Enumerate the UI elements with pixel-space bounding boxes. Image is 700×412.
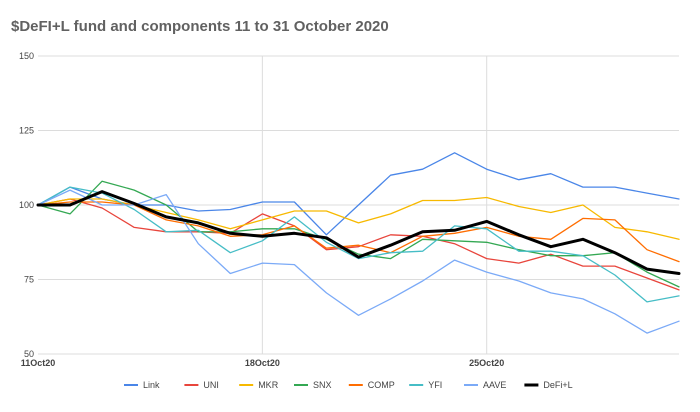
legend-label-link: Link <box>143 380 160 390</box>
legend-label-aave: AAVE <box>483 380 506 390</box>
series-line-snx <box>37 180 680 288</box>
y-tick-label-75: 75 <box>24 275 34 285</box>
legend-label-comp: COMP <box>368 380 395 390</box>
x-tick-label-25Oct20: 25Oct20 <box>469 358 504 368</box>
legend-label-mkr: MKR <box>258 380 279 390</box>
y-tick-label-125: 125 <box>19 126 34 136</box>
legend-label-defi-l: DeFi+L <box>543 380 572 390</box>
series-line-comp <box>37 201 680 263</box>
series-line-aave <box>37 189 680 334</box>
legend-label-uni: UNI <box>203 380 219 390</box>
legend-label-snx: SNX <box>313 380 332 390</box>
chart-title: $DeFI+L fund and components 11 to 31 Oct… <box>11 18 389 35</box>
y-tick-label-50: 50 <box>24 349 34 359</box>
series-line-uni <box>37 198 680 291</box>
x-tick-label-18Oct20: 18Oct20 <box>245 358 280 368</box>
x-tick-label-11Oct20: 11Oct20 <box>21 358 56 368</box>
series-line-link <box>37 152 680 236</box>
y-tick-label-150: 150 <box>19 51 34 61</box>
y-tick-label-100: 100 <box>19 200 34 210</box>
legend-label-yfi: YFI <box>428 380 442 390</box>
series-line-defi-l <box>36 190 681 275</box>
